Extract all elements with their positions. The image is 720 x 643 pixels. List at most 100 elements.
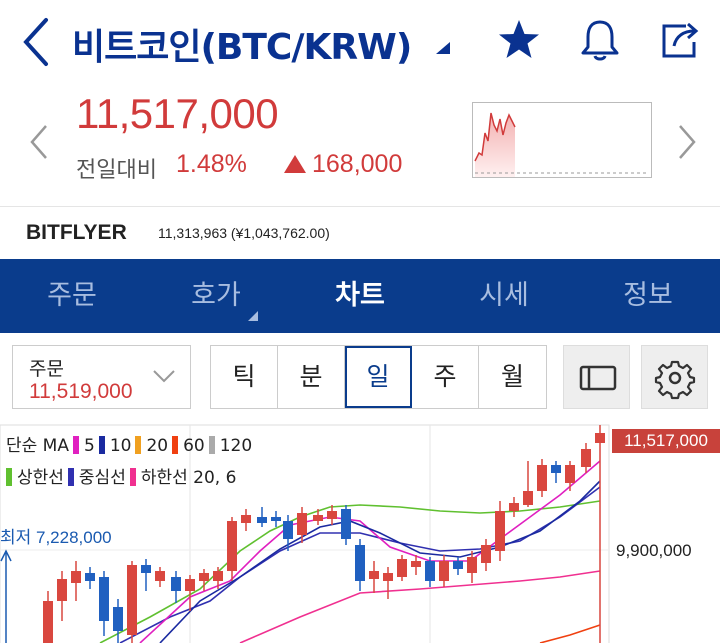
current-price-tag: 11,517,000 <box>612 429 720 453</box>
candle-body <box>141 565 151 573</box>
exchange-price: 11,313,963 (¥1,043,762.00) <box>158 225 330 241</box>
ma-period: 60 <box>183 436 205 456</box>
period-week[interactable]: 주 <box>412 346 479 408</box>
middle-band-swatch <box>67 468 74 486</box>
chevron-left-icon[interactable] <box>28 122 50 162</box>
tab-label: 시세 <box>479 280 529 311</box>
candle-body <box>355 545 365 581</box>
diff-amount: 168,000 <box>312 150 403 178</box>
caret-down-icon[interactable] <box>436 42 450 54</box>
exchange-name: BITFLYER <box>26 221 127 244</box>
indicator-line <box>139 460 601 643</box>
candle-body <box>85 573 95 581</box>
candle-body <box>341 509 351 539</box>
lower-band-swatch <box>129 468 136 486</box>
price-section: 11,517,000 전일대비 1.48% 168,000 <box>0 82 720 206</box>
ma60-swatch <box>172 436 179 454</box>
layout-icon <box>579 365 617 391</box>
bollinger-legend: 상한선 중심선 하한선 20, 6 <box>2 463 236 488</box>
diff-percent: 1.48% <box>176 150 247 178</box>
back-arrow-icon[interactable] <box>18 14 58 70</box>
tab-label: 호가 <box>191 280 241 311</box>
divider <box>0 206 720 207</box>
gear-icon <box>654 360 696 400</box>
period-tick[interactable]: 틱 <box>211 346 278 408</box>
candle-body <box>453 561 463 569</box>
ma-period: 10 <box>109 436 132 456</box>
tab-label: 주문 <box>47 280 97 311</box>
candle-body <box>383 573 393 581</box>
candle-body <box>425 561 435 581</box>
period-minute[interactable]: 분 <box>278 346 345 408</box>
candle-body <box>283 521 293 539</box>
candle-body <box>467 557 477 573</box>
ma20-swatch <box>135 436 142 454</box>
candle-body <box>199 573 209 581</box>
chevron-down-icon <box>153 370 175 383</box>
ma-legend-label: 단순 MA <box>6 436 69 456</box>
candle-body <box>297 513 307 535</box>
candle-body <box>127 565 137 635</box>
chevron-right-icon[interactable] <box>676 122 698 162</box>
indicator-line <box>119 486 601 643</box>
candle-body <box>155 571 165 581</box>
lower-band-label: 하한선 20, 6 <box>140 468 237 488</box>
candle-body <box>71 571 81 583</box>
exchange-row: BITFLYER 11,313,963 (¥1,043,762.00) <box>0 207 720 259</box>
tab-info[interactable]: 정보 <box>576 259 720 333</box>
candle-body <box>537 465 547 491</box>
indicator-line <box>159 480 601 643</box>
candle-body <box>313 515 323 521</box>
y-axis-label: 9,900,000 <box>616 541 692 560</box>
candle-body <box>551 465 561 473</box>
candle-body <box>397 559 407 577</box>
tab-bar: 주문 호가 차트 시세 정보 <box>0 259 720 333</box>
candle-body <box>369 571 379 579</box>
upper-band-label: 상한선 <box>17 468 64 488</box>
tab-chart[interactable]: 차트 <box>288 259 432 333</box>
lowest-price-label: 최저 7,228,000 <box>0 528 112 547</box>
candle-body <box>581 449 591 467</box>
candle-body <box>327 511 337 519</box>
indicator-line <box>539 624 601 643</box>
candle-body <box>171 577 181 591</box>
ma-legend: 단순 MA 5 10 20 60 120 <box>6 431 252 456</box>
candle-body <box>523 491 533 505</box>
period-day[interactable]: 일 <box>345 346 412 408</box>
diff-label: 전일대비 <box>76 158 157 183</box>
header: 비트코인(BTC/KRW) <box>0 0 720 82</box>
chart-layout-button[interactable] <box>563 345 630 409</box>
tab-label: 정보 <box>623 280 673 311</box>
period-month[interactable]: 월 <box>500 362 524 391</box>
share-icon[interactable] <box>656 16 704 64</box>
upper-band-swatch <box>6 468 12 486</box>
ma5-swatch <box>72 436 79 454</box>
page-title[interactable]: 비트코인(BTC/KRW) <box>72 27 412 68</box>
period-selector: 틱 분 일 주 월 <box>210 345 547 409</box>
candle-body <box>213 571 223 581</box>
chart-settings-button[interactable] <box>641 345 708 409</box>
candle-body <box>113 607 123 631</box>
tab-market[interactable]: 시세 <box>432 259 576 333</box>
candle-body <box>495 511 505 551</box>
order-price-select[interactable]: 주문 11,519,000 <box>12 345 191 409</box>
tab-orderbook[interactable]: 호가 <box>144 259 288 333</box>
order-value: 11,519,000 <box>29 380 133 403</box>
candle-body <box>185 579 195 591</box>
candle-body <box>241 515 251 523</box>
ma-period: 5 <box>83 436 95 456</box>
ma10-swatch <box>98 436 105 454</box>
chart-controls: 주문 11,519,000 틱 분 일 주 월 <box>0 333 720 421</box>
order-label: 주문 <box>29 358 64 380</box>
candle-body <box>57 579 67 601</box>
candlestick-chart[interactable]: 단순 MA 5 10 20 60 120 상한선 중심선 하한선 20, 6 11,517,0… <box>0 421 720 643</box>
candle-body <box>481 545 491 563</box>
tab-order[interactable]: 주문 <box>0 259 144 333</box>
candle-body <box>565 465 575 483</box>
indicator-line <box>239 570 601 643</box>
star-icon[interactable] <box>495 16 543 64</box>
mini-price-chart[interactable] <box>472 102 652 178</box>
ma-period: 120 <box>219 436 253 456</box>
bell-icon[interactable] <box>576 16 624 64</box>
candle-body <box>595 433 605 443</box>
